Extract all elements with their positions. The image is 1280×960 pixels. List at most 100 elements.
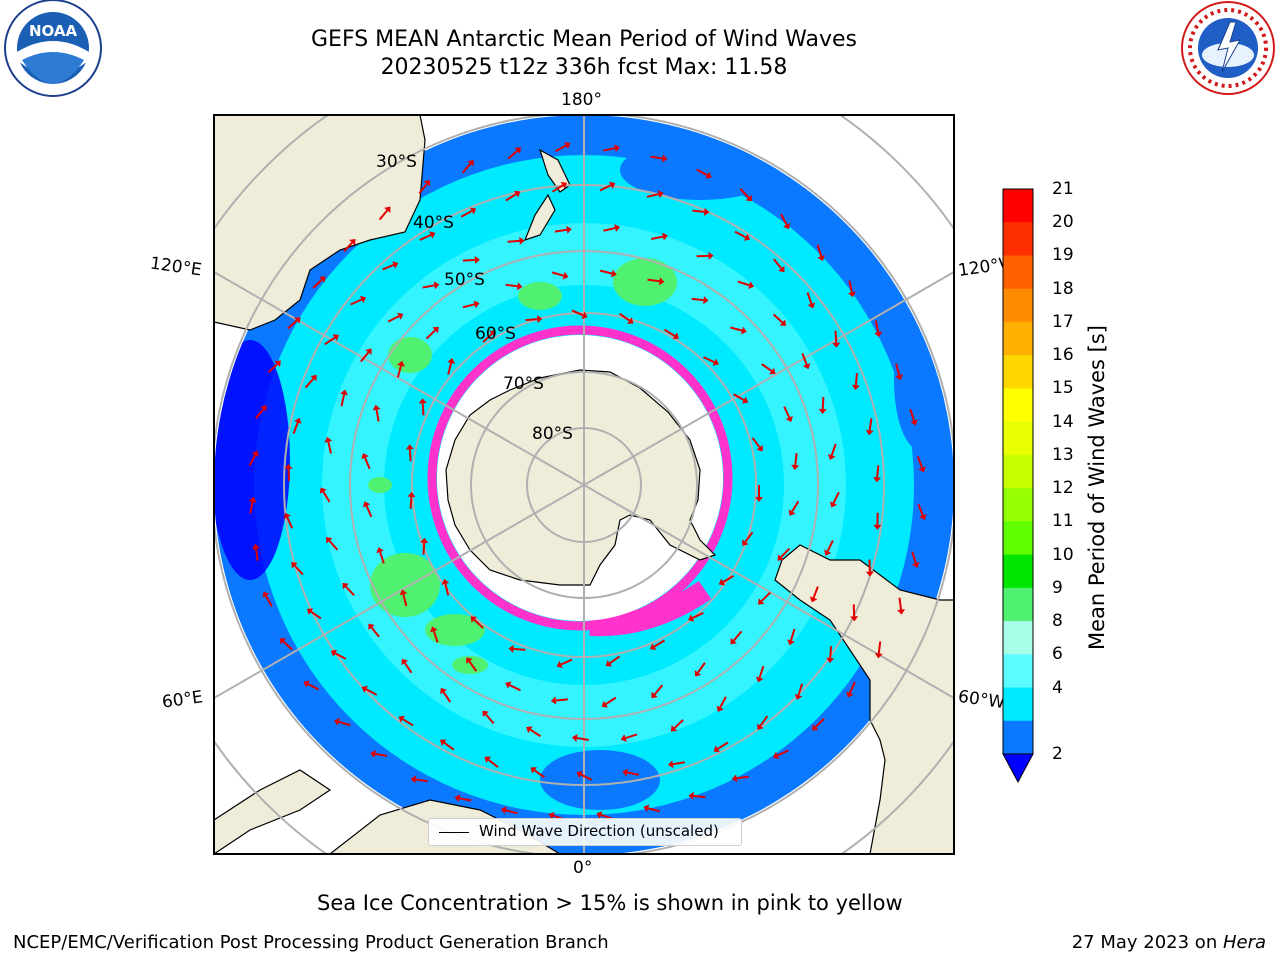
wave-arrow-shaft [911, 551, 917, 564]
title-line-1: GEFS MEAN Antarctic Mean Period of Wind … [311, 27, 857, 52]
wave-arrow-shaft [422, 542, 426, 555]
wave-arrow-head [757, 723, 764, 730]
wave-arrow-head [430, 626, 438, 633]
wave-arrow-shaft [696, 168, 708, 177]
wave-arrow-head [614, 144, 620, 153]
wave-arrow-shaft [734, 230, 747, 239]
wave-arrow-shaft [312, 279, 323, 289]
wave-arrow-head [745, 194, 753, 202]
wave-arrow-shaft [814, 717, 825, 728]
wave-arrow-shaft [485, 713, 495, 725]
colorbar-segment [1003, 421, 1033, 456]
wave-arrow-head [548, 811, 555, 820]
wave-arrow-shaft [693, 794, 706, 799]
wave-arrow-shaft [462, 303, 475, 309]
colorbar-segment [1003, 687, 1033, 722]
lat-label-30s: 30°S [376, 152, 417, 172]
colorbar-tick-label: 19 [1052, 245, 1074, 266]
wave-arrow-shaft [473, 619, 484, 629]
wave-arrow-shaft [829, 646, 833, 659]
wave-arrow-head [910, 419, 918, 426]
wave-arrow-shaft [444, 583, 450, 596]
wave-arrow-shaft [327, 441, 332, 454]
wave-arrow-shaft [653, 639, 666, 648]
wave-arrow-head [252, 543, 260, 550]
wave-arrow-head [874, 652, 883, 659]
wave-arrow-head [418, 398, 427, 404]
wave-arrow-head [441, 578, 450, 585]
wave-arrow-head [279, 638, 287, 645]
wave-arrow-shaft [627, 771, 640, 776]
wave-arrow-head [410, 775, 417, 784]
wave-arrow-shaft [418, 183, 428, 194]
wave-arrow-shaft [442, 691, 452, 703]
wave-arrow-head [791, 464, 800, 471]
sea-ice-caption: Sea Ice Concentration > 15% is shown in … [317, 891, 903, 915]
wave-arrow-head [550, 696, 557, 705]
wave-arrow-head [423, 179, 430, 187]
wave-arrow-shaft [576, 737, 589, 741]
wave-arrow-shaft [692, 611, 704, 619]
wave-arrow-shaft [580, 773, 593, 781]
wave-arrow-shaft [459, 797, 472, 802]
wave-arrow-head [662, 232, 668, 241]
wave-arrow-head [865, 429, 874, 436]
wave-arrow-shaft [324, 336, 336, 346]
colorbar-tick-label: 12 [1052, 478, 1074, 499]
wave-arrow-shaft [487, 759, 499, 768]
wave-arrow-shaft [304, 377, 315, 389]
wave-arrow-shaft [759, 715, 769, 727]
wave-arrow-shaft [821, 397, 825, 410]
wave-arrow-head [342, 582, 349, 590]
wave-arrow-head [657, 190, 664, 199]
colorbar-segment [1003, 488, 1033, 522]
wave-arrow-head [398, 715, 405, 723]
colorbar-tick-label: 9 [1052, 577, 1063, 598]
colorbar-tick-label: 18 [1052, 278, 1074, 299]
wave-arrow-head [919, 514, 927, 521]
wave-arrow-shaft [338, 720, 351, 727]
wave-arrow-head [397, 360, 405, 367]
wave-arrow-shaft [772, 258, 783, 270]
wave-arrow-shaft [507, 239, 520, 243]
wave-arrow-shaft [697, 662, 706, 674]
wave-arrow-shaft [672, 761, 685, 766]
colorbar-segment [1003, 554, 1033, 589]
wave-arrow-shaft [345, 585, 355, 596]
wave-arrow-head [716, 705, 724, 712]
wave-arrow-head [397, 312, 404, 320]
wave-arrow-head [572, 734, 578, 742]
wave-arrow-shaft [507, 150, 518, 160]
wave-arrow-head [731, 774, 738, 783]
map-legend: Wind Wave Direction (unscaled) [428, 818, 742, 846]
wave-arrow-shaft [790, 628, 796, 641]
wave-arrow-shaft [408, 449, 412, 462]
wave-arrow-shaft [739, 188, 750, 199]
wave-arrow-shaft [402, 718, 414, 727]
wave-arrow-head [469, 207, 477, 215]
wave-arrow-shaft [599, 269, 613, 275]
wave-arrow-shaft [898, 597, 903, 610]
wave-arrow-shaft [365, 688, 378, 696]
wave-arrow-shaft [646, 193, 659, 198]
wave-arrow-head [620, 734, 627, 742]
nws-logo [1178, 0, 1278, 104]
wave-arrow-head [340, 389, 348, 396]
wave-arrow-shaft [387, 315, 400, 323]
wave-arrow-shaft [848, 681, 856, 694]
colorbar-segment [1003, 388, 1033, 423]
wave-arrow-head [688, 791, 694, 800]
wave-arrow-head [361, 453, 369, 460]
colorbar-segment [1003, 521, 1033, 556]
wave-arrow-shaft [653, 684, 664, 696]
wave-arrow-shaft [505, 283, 518, 288]
wave-arrow-shaft [772, 313, 784, 324]
wave-arrow-head [873, 476, 882, 483]
wave-arrow-head [777, 554, 784, 561]
wave-arrow-head [399, 589, 408, 596]
wave-arrow-shaft [603, 227, 616, 232]
colorbar-segment [1003, 654, 1033, 689]
colorbar-tick-label: 10 [1052, 544, 1074, 565]
wave-arrow-head [330, 649, 338, 657]
wave-arrow-head [622, 768, 628, 777]
